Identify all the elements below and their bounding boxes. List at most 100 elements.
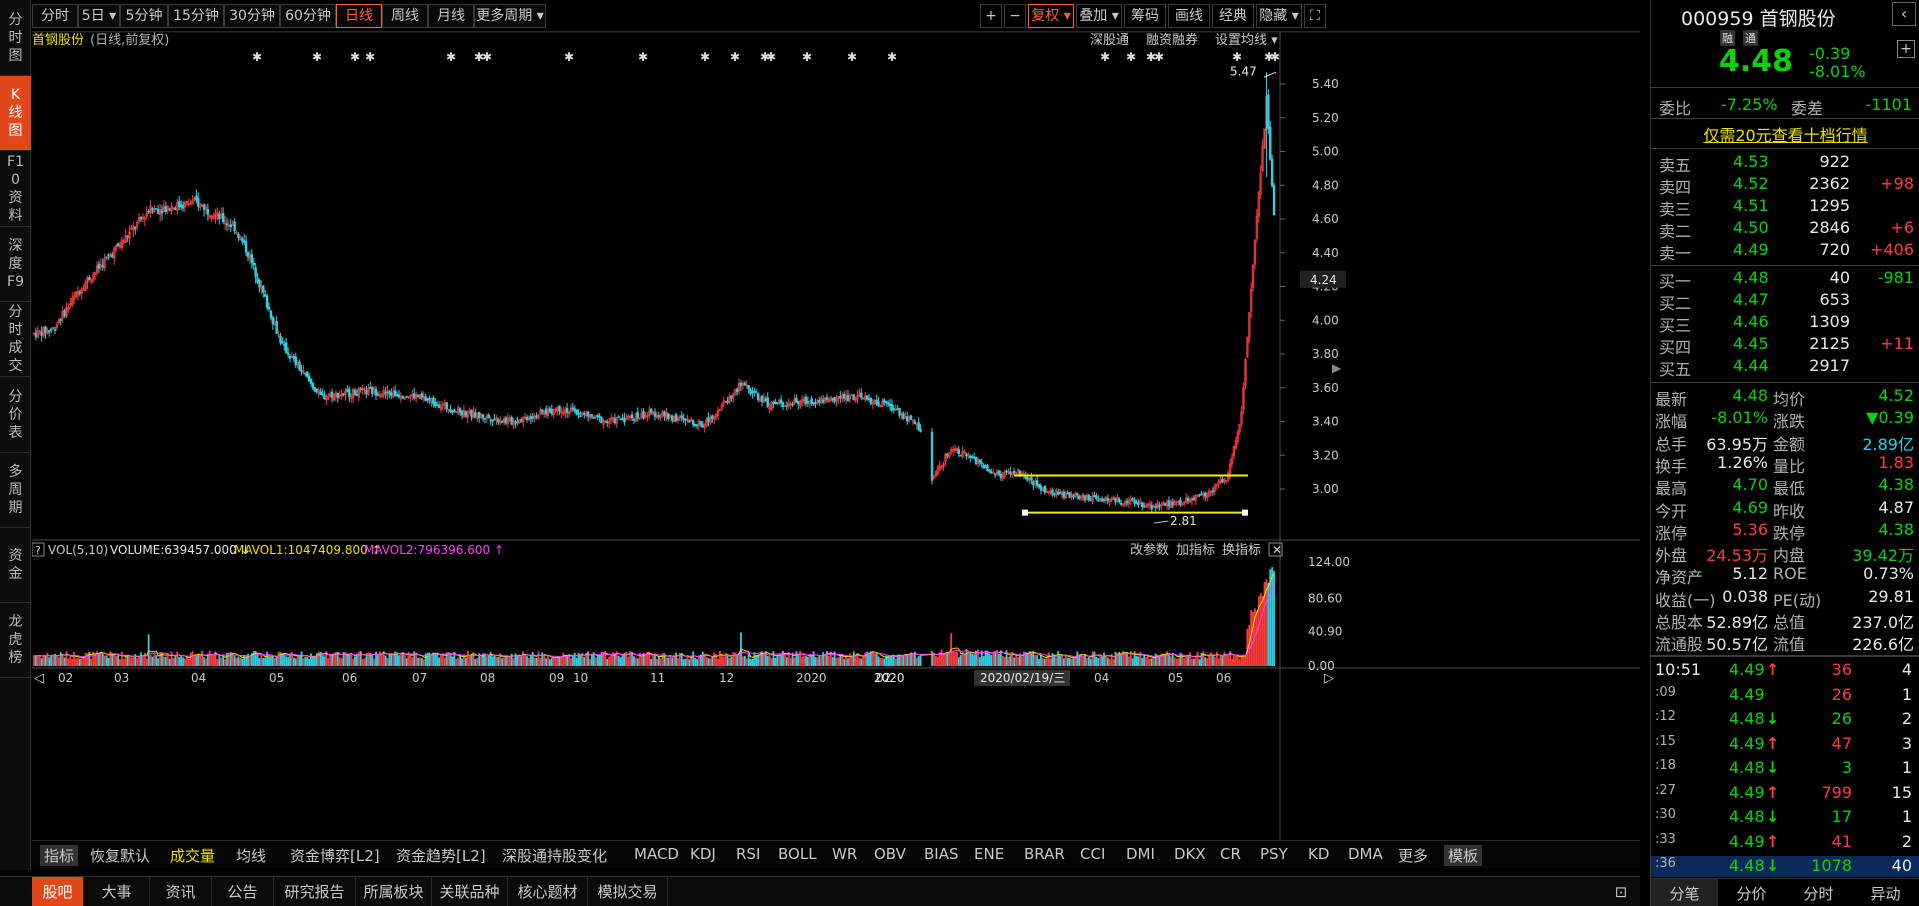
vol-link-2[interactable]: 换指标: [1222, 543, 1261, 558]
indicator-tab-10[interactable]: BOLL: [778, 845, 817, 863]
indicator-tab-7[interactable]: MACD: [634, 845, 679, 863]
bottom-tab-3[interactable]: 公告: [212, 877, 274, 906]
bottom-tab-7[interactable]: 核心题材: [508, 877, 588, 906]
asks-row[interactable]: 卖二 4.50 2846 +6: [1651, 218, 1919, 241]
scroll-right-icon[interactable]: ▷: [1324, 671, 1334, 686]
indicator-tab-3[interactable]: 均线: [236, 847, 267, 865]
indicator-tab-19[interactable]: CR: [1220, 845, 1241, 863]
left-nav-item-2[interactable]: F10资料: [0, 151, 31, 227]
left-nav-item-8[interactable]: 龙虎榜: [0, 603, 31, 678]
indicator-tab-5[interactable]: 资金趋势[L2]: [396, 847, 486, 865]
tick-count: 1: [1901, 684, 1912, 704]
left-nav-item-1[interactable]: K线图: [0, 76, 31, 151]
indicator-tab-21[interactable]: KD: [1308, 845, 1330, 863]
bids-row[interactable]: 买五 4.44 2917: [1651, 356, 1919, 379]
period-tab-5[interactable]: 60分钟: [280, 4, 336, 28]
tick-tab-0[interactable]: 分笔: [1651, 879, 1718, 906]
bottom-tab-0[interactable]: 股吧: [32, 877, 84, 906]
indicator-tab-11[interactable]: WR: [832, 845, 858, 863]
asks-row[interactable]: 卖四 4.52 2362 +98: [1651, 174, 1919, 197]
chart-link-2[interactable]: 设置均线 ▾: [1215, 33, 1278, 48]
vol-link-1[interactable]: 加指标: [1176, 543, 1215, 558]
chart-tool-8[interactable]: ⛶: [1304, 4, 1326, 28]
help-icon[interactable]: [31, 542, 45, 557]
bottom-tab-5[interactable]: 所属板块: [356, 877, 432, 906]
period-tab-7[interactable]: 周线: [382, 4, 428, 28]
chart-tool-4[interactable]: 筹码: [1124, 4, 1166, 28]
period-tab-9[interactable]: 更多周期 ▾: [474, 4, 546, 28]
range-handle[interactable]: [1242, 509, 1248, 516]
indicator-tab-6[interactable]: 深股通持股变化: [502, 847, 608, 865]
period-tab-4[interactable]: 30分钟: [224, 4, 280, 28]
tick-tab-1[interactable]: 分价: [1736, 885, 1767, 903]
collapse-handle-icon[interactable]: ▶: [1332, 361, 1342, 375]
add-watchlist-icon[interactable]: +: [1897, 40, 1915, 58]
bids-row[interactable]: 买二 4.47 653: [1651, 290, 1919, 313]
period-tab-2[interactable]: 5分钟: [120, 4, 168, 28]
scroll-left-icon[interactable]: ◁: [34, 671, 44, 686]
indicator-tab-20[interactable]: PSY: [1260, 845, 1288, 863]
indicator-tab-17[interactable]: DMI: [1126, 845, 1155, 863]
indicator-tab-9[interactable]: RSI: [736, 845, 761, 863]
indicator-tab-0[interactable]: 指标: [40, 845, 79, 866]
chart-tool-6[interactable]: 经典: [1212, 4, 1254, 28]
asks-row[interactable]: 卖五 4.53 922: [1651, 152, 1919, 175]
indicator-tab-1[interactable]: 恢复默认: [90, 847, 151, 865]
left-nav-item-6[interactable]: 多周期: [0, 453, 31, 528]
chart-tool-0[interactable]: +: [980, 4, 1002, 28]
indicator-tab-16[interactable]: CCI: [1080, 845, 1106, 863]
bottom-tab-2[interactable]: 资讯: [150, 877, 212, 906]
kline-chart[interactable]: 首钢股份 (日线,前复权) 深股通 融资融券 设置均线 ▾ ✱ ✱ ✱ ✱ ✱ ✱ ✱ ✱ ✱ ✱ ✱ ✱ ✱ ✱ ✱…: [31, 31, 1640, 868]
indicator-tab-8[interactable]: KDJ: [690, 845, 716, 863]
indicator-tab-18[interactable]: DKX: [1174, 845, 1206, 863]
promo-link[interactable]: 仅需20元查看十档行情: [1703, 126, 1868, 145]
indicator-tab-13[interactable]: BIAS: [924, 845, 959, 863]
expand-panel-icon[interactable]: ‹: [1892, 2, 1916, 26]
period-tab-8[interactable]: 月线: [428, 4, 474, 28]
indicator-tab-23[interactable]: 更多: [1398, 847, 1429, 865]
period-tab-1[interactable]: 5日 ▾: [78, 4, 120, 28]
asks-volume: 1295: [1809, 196, 1850, 215]
vol-link-0[interactable]: 改参数: [1130, 542, 1169, 558]
chart-canvas[interactable]: 首钢股份 (日线,前复权) 深股通 融资融券 设置均线 ▾✱ ✱ ✱ ✱ ✱ ✱✱ ✱ ✱ ✱ ✱ ✱✱ ✱ ✱…: [31, 31, 1640, 868]
indicator-tab-22[interactable]: DMA: [1348, 845, 1383, 863]
chart-tool-1[interactable]: −: [1004, 4, 1026, 28]
indicator-tab-15[interactable]: BRAR: [1024, 845, 1065, 863]
left-nav-item-4[interactable]: 分时成交: [0, 302, 31, 377]
indicator-tab-24[interactable]: 模板: [1444, 845, 1483, 866]
tick-time: :09: [1655, 684, 1676, 700]
bids-row[interactable]: 买三 4.46 1309: [1651, 312, 1919, 335]
period-tab-0[interactable]: 分时: [32, 4, 78, 28]
indicator-tab-2[interactable]: 成交量: [170, 847, 216, 865]
asks-row[interactable]: 卖三 4.51 1295: [1651, 196, 1919, 219]
bids-row[interactable]: 买四 4.45 2125 +11: [1651, 334, 1919, 357]
bids-row[interactable]: 买一 4.48 40 -981: [1651, 268, 1919, 291]
chart-tool-5[interactable]: 画线: [1168, 4, 1210, 28]
bottom-tab-6[interactable]: 关联品种: [432, 877, 508, 906]
chart-link-1[interactable]: 融资融券: [1146, 32, 1198, 48]
indicator-tab-12[interactable]: OBV: [874, 845, 906, 863]
period-tab-6[interactable]: 日线: [336, 4, 382, 28]
range-handle[interactable]: [1022, 509, 1028, 516]
tick-tab-2[interactable]: 分时: [1803, 885, 1834, 903]
chart-link-0[interactable]: 深股通: [1090, 33, 1129, 48]
period-tab-3[interactable]: 15分钟: [168, 4, 224, 28]
bottom-tab-1[interactable]: 大事: [84, 877, 150, 906]
indicator-tab-14[interactable]: ENE: [974, 845, 1005, 863]
bids-price: 4.44: [1733, 356, 1769, 375]
chart-tool-7[interactable]: 隐藏 ▾: [1256, 4, 1302, 28]
chart-tool-2[interactable]: 复权 ▾: [1028, 4, 1074, 28]
bottom-tab-4[interactable]: 研究报告: [274, 877, 356, 906]
indicator-tab-4[interactable]: 资金博弈[L2]: [290, 847, 380, 865]
left-nav-item-5[interactable]: 分价表: [0, 377, 31, 453]
chart-tool-3[interactable]: 叠加 ▾: [1076, 4, 1122, 28]
left-nav-item-7[interactable]: 资金: [0, 528, 31, 603]
close-vol-icon[interactable]: [1268, 542, 1283, 557]
left-nav-item-0[interactable]: 分时图: [0, 0, 31, 76]
left-nav-item-3[interactable]: 深度F9: [0, 227, 31, 302]
fullscreen-icon[interactable]: ⊡: [1614, 883, 1628, 901]
bottom-tab-8[interactable]: 模拟交易: [588, 877, 668, 906]
asks-row[interactable]: 卖一 4.49 720 +406: [1651, 240, 1919, 263]
tick-tabs: 分笔 分价 分时 异动: [1651, 878, 1919, 906]
tick-tab-3[interactable]: 异动: [1870, 885, 1901, 903]
